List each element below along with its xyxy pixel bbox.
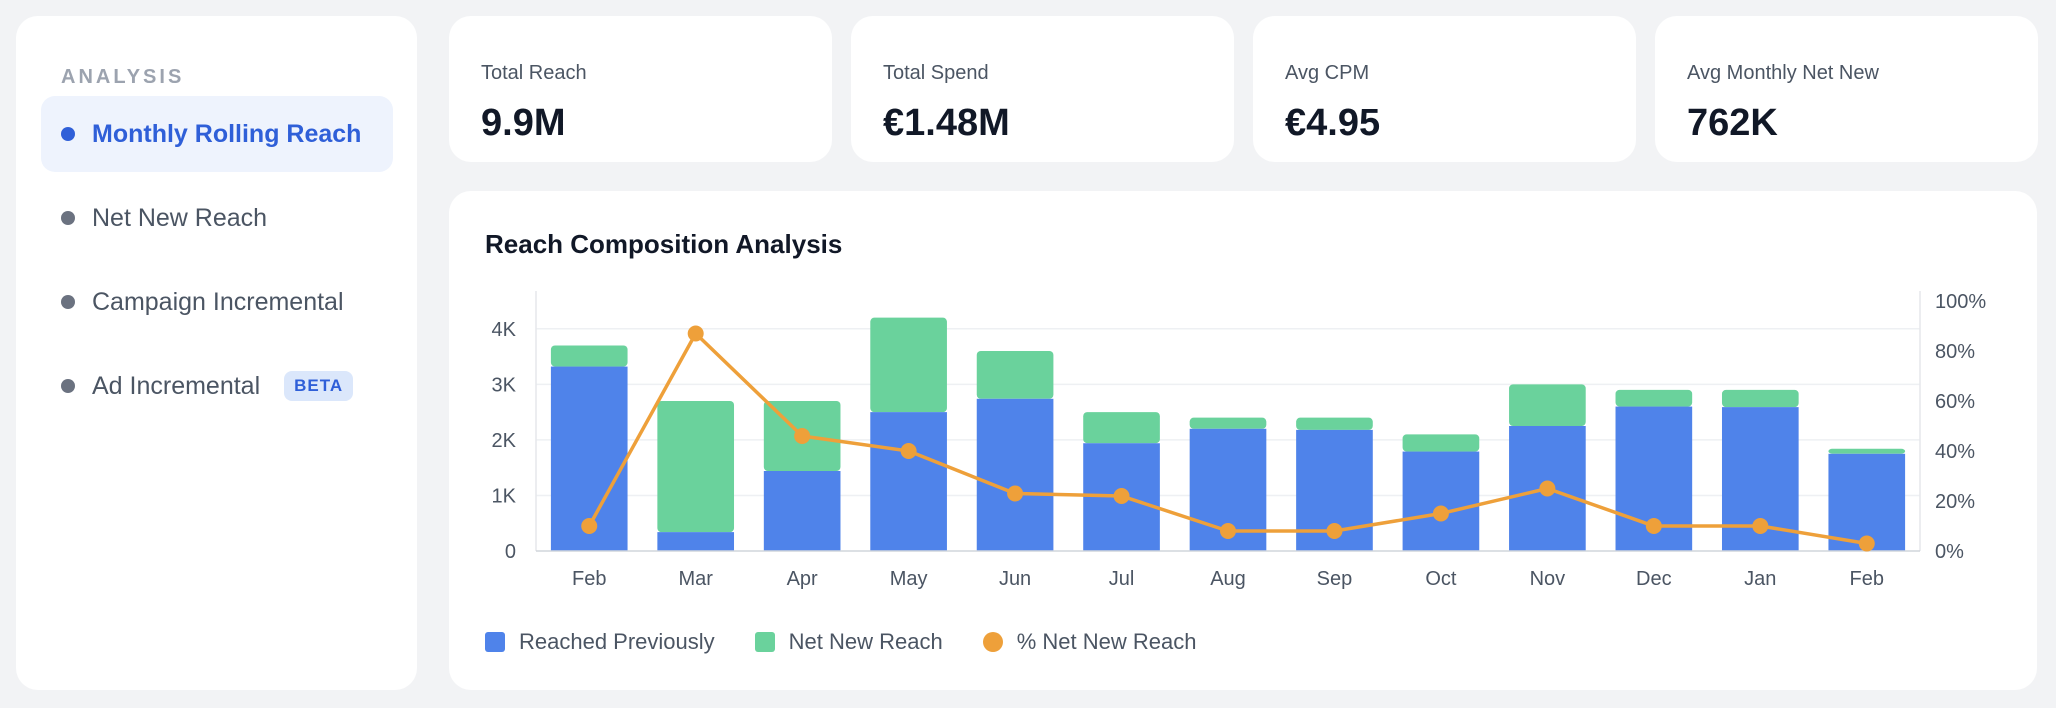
- reach-composition-chart: 0 1K 2K 3K 4K 0% 20% 40% 60% 80% 100% Feb Mar Apr May J…: [492, 291, 1986, 590]
- pct-net-new-reach-point: [1539, 480, 1556, 497]
- pct-net-new-reach-point: [794, 428, 811, 444]
- bar-net-new-reach: [657, 401, 735, 533]
- kpi-value: 9.9M: [481, 102, 566, 144]
- bullet-icon: [61, 295, 75, 309]
- bar-net-new-reach: [976, 351, 1054, 399]
- chart-legend: Reached Previously Net New Reach % Net N…: [485, 629, 1237, 655]
- sidebar-item-monthly-rolling-reach[interactable]: Monthly Rolling Reach: [41, 96, 393, 172]
- x-tick-label: Feb: [572, 568, 606, 590]
- kpi-card-avg-cpm: Avg CPM €4.95: [1253, 16, 1636, 162]
- y-right-tick-label: 0%: [1935, 541, 1964, 563]
- bar-reached-previously: [657, 532, 735, 551]
- legend-item-net-new-reach[interactable]: Net New Reach: [754, 629, 943, 655]
- legend-label: % Net New Reach: [1016, 629, 1197, 654]
- x-tick-label: Jul: [1109, 568, 1135, 590]
- sidebar-item-label: Net New Reach: [92, 203, 268, 232]
- sidebar-item-label: Ad Incremental: [92, 371, 261, 400]
- y-left-tick-label: 1K: [492, 485, 517, 507]
- sidebar-item-campaign-incremental[interactable]: Campaign Incremental: [41, 264, 393, 340]
- bar-net-new-reach: [550, 345, 628, 367]
- kpi-value: €1.48M: [883, 102, 1010, 144]
- kpi-label: Avg Monthly Net New: [1687, 62, 1879, 84]
- bar-reached-previously: [763, 471, 841, 551]
- bar-reached-previously: [976, 398, 1054, 551]
- legend-item-pct-net-new-reach[interactable]: % Net New Reach: [982, 629, 1197, 655]
- sidebar-item-label: Campaign Incremental: [92, 287, 344, 316]
- bar-reached-previously: [1402, 451, 1480, 551]
- sidebar-item-net-new-reach[interactable]: Net New Reach: [41, 180, 393, 256]
- y-left-tick-label: 4K: [492, 319, 517, 341]
- bar-net-new-reach: [1721, 389, 1799, 408]
- bar-net-new-reach: [1828, 448, 1906, 454]
- x-tick-label: Feb: [1850, 568, 1884, 590]
- sidebar-item-ad-incremental[interactable]: Ad Incremental BETA: [41, 348, 393, 424]
- legend-swatch: [982, 632, 1003, 652]
- kpi-value: 762K: [1687, 102, 1778, 144]
- y-right-tick-label: 20%: [1935, 491, 1975, 513]
- x-tick-label: Aug: [1210, 568, 1246, 590]
- y-right-tick-label: 40%: [1935, 441, 1975, 463]
- y-left-tick-label: 0: [505, 541, 516, 563]
- x-tick-label: Sep: [1317, 568, 1353, 590]
- pct-net-new-reach-point: [1113, 488, 1130, 504]
- x-tick-label: Jun: [999, 568, 1031, 590]
- x-tick-label: Apr: [787, 568, 818, 590]
- sidebar-item-label: Monthly Rolling Reach: [92, 119, 362, 148]
- y-left-tick-label: 3K: [492, 374, 517, 396]
- legend-label: Net New Reach: [788, 629, 943, 654]
- bullet-icon: [61, 211, 75, 225]
- bar-net-new-reach: [870, 317, 947, 413]
- pct-net-new-reach-point: [1432, 505, 1449, 522]
- y-right-tick-label: 60%: [1935, 391, 1975, 413]
- bar-net-new-reach: [1402, 434, 1480, 452]
- bar-net-new-reach: [1509, 384, 1586, 426]
- pct-net-new-reach-point: [1645, 518, 1662, 534]
- x-tick-label: Jan: [1744, 568, 1776, 590]
- legend-item-reached-previously[interactable]: Reached Previously: [485, 629, 715, 655]
- pct-net-new-reach-point: [1858, 535, 1875, 552]
- kpi-label: Avg CPM: [1285, 62, 1370, 84]
- y-right-tick-label: 100%: [1935, 291, 1986, 313]
- chart-card: Reach Composition Analysis 0 1K 2K 3K 4K 0% 20…: [449, 191, 2037, 690]
- kpi-card-avg-monthly-net-new: Avg Monthly Net New 762K: [1655, 16, 2038, 162]
- pct-net-new-reach-point: [1220, 523, 1236, 539]
- sidebar-heading: ANALYSIS: [61, 66, 185, 88]
- x-tick-label: May: [890, 568, 928, 590]
- x-tick-label: Mar: [678, 568, 713, 590]
- chart-title: Reach Composition Analysis: [485, 229, 843, 259]
- kpi-card-total-reach: Total Reach 9.9M: [449, 16, 832, 162]
- y-left-tick-label: 2K: [492, 430, 517, 452]
- pct-net-new-reach-point: [900, 443, 917, 459]
- pct-net-new-reach-point: [1326, 523, 1343, 539]
- bar-reached-previously: [870, 412, 947, 551]
- x-tick-label: Dec: [1636, 568, 1672, 590]
- x-tick-label: Nov: [1530, 568, 1566, 590]
- sidebar: ANALYSIS Monthly Rolling Reach Net New R…: [16, 16, 417, 690]
- legend-swatch: [754, 632, 775, 652]
- legend-label: Reached Previously: [519, 629, 715, 654]
- bar-net-new-reach: [1189, 417, 1267, 429]
- kpi-card-total-spend: Total Spend €1.48M: [851, 16, 1234, 162]
- beta-badge: BETA: [284, 371, 354, 401]
- bar-net-new-reach: [1296, 417, 1373, 430]
- pct-net-new-reach-point: [581, 518, 598, 534]
- legend-swatch: [485, 632, 505, 652]
- x-tick-label: Oct: [1425, 568, 1457, 590]
- y-right-tick-label: 80%: [1935, 341, 1975, 363]
- kpi-label: Total Spend: [883, 62, 989, 84]
- pct-net-new-reach-point: [1007, 485, 1024, 502]
- bar-net-new-reach: [1615, 389, 1693, 407]
- pct-net-new-reach-point: [687, 325, 704, 342]
- bullet-icon: [61, 127, 75, 141]
- kpi-label: Total Reach: [481, 62, 587, 84]
- kpi-value: €4.95: [1285, 102, 1381, 144]
- pct-net-new-reach-point: [1752, 518, 1769, 534]
- bar-net-new-reach: [1083, 412, 1160, 444]
- bar-reached-previously: [1828, 453, 1906, 551]
- bullet-icon: [61, 379, 75, 393]
